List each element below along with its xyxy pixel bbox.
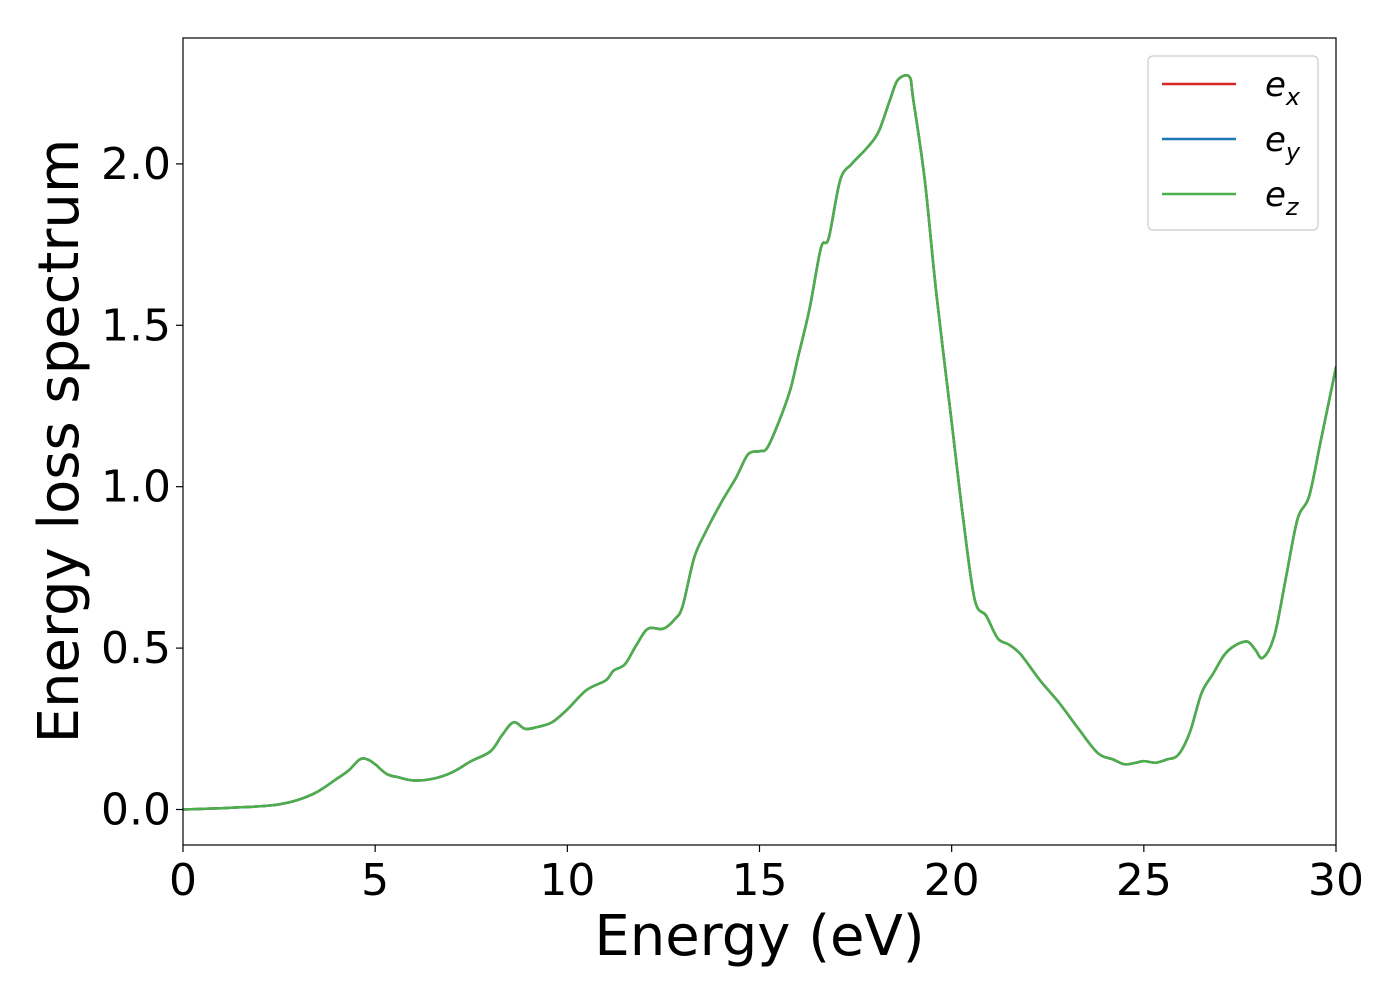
y-axis-title: Energy loss spectrum [27, 139, 92, 744]
series-line-z [183, 74, 1336, 811]
y-tick-label: 1.5 [101, 300, 171, 351]
x-tick-label: 10 [539, 855, 595, 906]
x-tick-label: 20 [924, 855, 980, 906]
x-axis-title: Energy (eV) [594, 904, 924, 969]
x-tick-label: 30 [1308, 855, 1364, 906]
y-tick-label: 0.0 [101, 784, 171, 835]
y-tick-label: 1.0 [101, 462, 171, 513]
series-layer [183, 74, 1336, 811]
y-tick-label: 0.5 [101, 623, 171, 674]
legend-frame [1147, 55, 1319, 231]
y-tick-label: 2.0 [101, 139, 171, 190]
legend-label-x: ex [1265, 65, 1301, 111]
x-tick-label: 25 [1116, 855, 1172, 906]
legend: ex ey ez [1147, 55, 1319, 231]
legend-label-z: ez [1265, 175, 1300, 221]
y-axis: 0.0 0.5 1.0 1.5 2.0 [101, 139, 183, 835]
x-tick-label: 0 [169, 855, 197, 906]
x-tick-label: 5 [361, 855, 389, 906]
x-tick-label: 15 [732, 855, 788, 906]
legend-label-y: ey [1265, 120, 1301, 166]
x-axis: 0 5 10 15 20 25 30 [169, 845, 1364, 906]
